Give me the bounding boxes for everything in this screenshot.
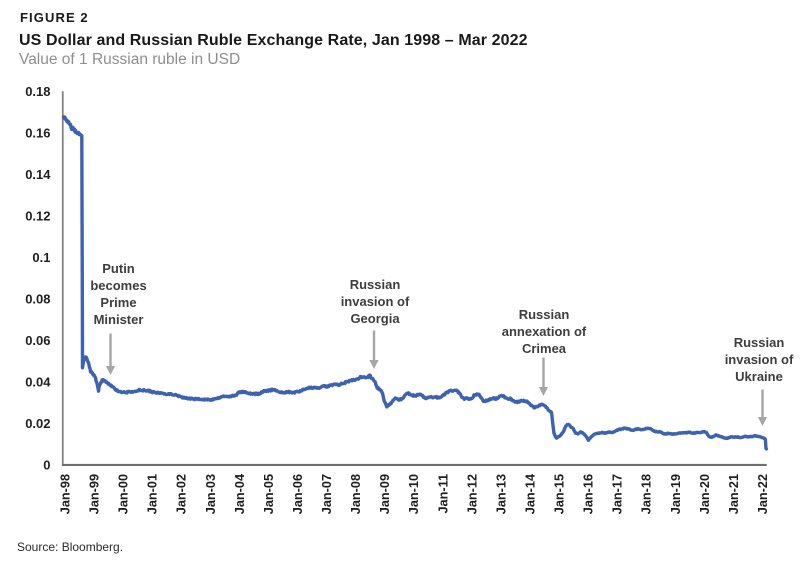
svg-text:0.04: 0.04 [25, 375, 51, 390]
svg-text:Jan-06: Jan-06 [291, 474, 305, 514]
svg-text:0.08: 0.08 [25, 292, 50, 307]
svg-text:Jan-14: Jan-14 [524, 474, 538, 514]
svg-text:0.02: 0.02 [25, 416, 50, 431]
svg-text:Jan-13: Jan-13 [494, 474, 508, 514]
svg-text:0.12: 0.12 [25, 209, 50, 224]
svg-text:Jan-08: Jan-08 [349, 474, 363, 514]
svg-text:Jan-01: Jan-01 [146, 474, 160, 514]
svg-text:Jan-10: Jan-10 [407, 474, 421, 514]
svg-text:Jan-02: Jan-02 [175, 474, 189, 514]
svg-text:Jan-00: Jan-00 [117, 474, 131, 514]
svg-text:Jan-22: Jan-22 [756, 474, 770, 514]
svg-text:0: 0 [43, 458, 50, 473]
svg-text:0.06: 0.06 [25, 333, 50, 348]
svg-text:Jan-07: Jan-07 [320, 474, 334, 514]
svg-text:Jan-18: Jan-18 [640, 474, 654, 514]
svg-text:Jan-05: Jan-05 [262, 474, 276, 514]
svg-text:Jan-99: Jan-99 [88, 474, 102, 514]
svg-text:Jan-04: Jan-04 [233, 474, 247, 514]
svg-text:Jan-12: Jan-12 [465, 474, 479, 514]
svg-text:0.14: 0.14 [25, 167, 51, 182]
svg-text:Jan-15: Jan-15 [553, 474, 567, 514]
svg-text:Jan-03: Jan-03 [204, 474, 218, 514]
svg-text:Jan-17: Jan-17 [611, 474, 625, 514]
svg-text:0.1: 0.1 [32, 250, 50, 265]
svg-text:Jan-16: Jan-16 [582, 474, 596, 514]
svg-text:Jan-98: Jan-98 [59, 474, 73, 514]
svg-text:0.18: 0.18 [25, 84, 50, 99]
svg-text:Jan-09: Jan-09 [378, 474, 392, 514]
svg-text:0.16: 0.16 [25, 126, 50, 141]
svg-text:Jan-19: Jan-19 [669, 474, 683, 514]
svg-text:Jan-21: Jan-21 [727, 474, 741, 514]
svg-text:Jan-20: Jan-20 [698, 474, 712, 514]
svg-text:Jan-11: Jan-11 [436, 474, 450, 514]
